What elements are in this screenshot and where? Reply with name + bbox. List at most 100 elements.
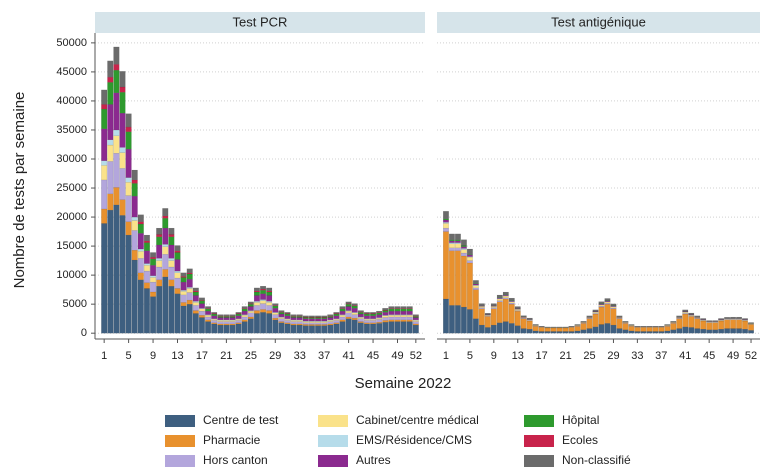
bar-segment	[278, 312, 285, 315]
bar-segment	[174, 252, 181, 260]
bar-segment	[107, 144, 114, 162]
bar-segment	[461, 239, 467, 246]
y-tick-label: 40000	[56, 95, 87, 107]
bar-segment	[604, 323, 611, 334]
bar-segment	[198, 315, 205, 318]
bar-segment	[284, 322, 291, 325]
bar-segment	[241, 316, 248, 320]
bar-segment	[748, 324, 754, 331]
bar-segment	[162, 218, 169, 229]
bar-segment	[247, 304, 254, 307]
bar-segment	[217, 317, 224, 320]
bar-segment	[162, 246, 169, 255]
bar-segment	[472, 283, 479, 286]
bar-segment	[217, 316, 224, 318]
bar-segment	[223, 314, 230, 316]
bar-segment	[706, 322, 713, 330]
bar-segment	[610, 324, 617, 334]
bar-segment	[574, 330, 581, 334]
bar-segment	[125, 131, 132, 150]
bar-segment	[646, 327, 653, 332]
bar-segment	[394, 319, 401, 322]
bar-segment	[592, 309, 599, 312]
bar-segment	[101, 223, 108, 334]
bar-segment	[400, 314, 407, 316]
bar-segment	[718, 318, 725, 320]
bar-segment	[333, 322, 340, 325]
bar-segment	[466, 260, 473, 264]
bar-segment	[478, 306, 485, 308]
bar-segment	[168, 279, 175, 287]
bar-segment	[186, 288, 193, 293]
bar-segment	[162, 276, 169, 334]
bar-segment	[260, 300, 267, 304]
bar-segment	[247, 301, 254, 304]
bar-segment	[370, 312, 377, 314]
bar-segment	[101, 128, 108, 161]
bar-segment	[538, 331, 545, 334]
bar-segment	[461, 245, 467, 247]
bar-segment	[143, 270, 150, 283]
bar-segment	[514, 310, 521, 312]
bar-segment	[327, 317, 334, 320]
bar-segment	[339, 306, 346, 309]
bar-segment	[223, 324, 230, 334]
bar-segment	[658, 331, 665, 334]
bar-segment	[290, 314, 297, 316]
y-tick-label: 35000	[56, 124, 87, 136]
bar-segment	[131, 230, 138, 251]
y-tick-label: 5000	[63, 298, 87, 310]
x-tick-label: 29	[607, 350, 619, 362]
bar-segment	[229, 324, 236, 334]
bar-segment	[253, 305, 260, 311]
bar-segment	[253, 302, 260, 306]
legend-label: Hors canton	[203, 453, 268, 467]
bar-segment	[125, 113, 132, 128]
bar-segment	[143, 250, 150, 264]
bar-segment	[296, 321, 303, 325]
bar-segment	[229, 317, 236, 320]
bar-segment	[168, 286, 175, 334]
bar-segment	[339, 319, 346, 322]
bar-segment	[253, 310, 260, 314]
bar-segment	[266, 305, 273, 311]
bar-segment	[532, 330, 539, 334]
bar-segment	[156, 227, 163, 235]
bar-segment	[260, 286, 267, 290]
bar-segment	[143, 263, 150, 266]
bar-segment	[168, 258, 175, 261]
bar-segment	[168, 234, 175, 237]
bar-segment	[682, 313, 689, 327]
bar-segment	[562, 331, 569, 334]
bar-segment	[272, 319, 279, 334]
bar-segment	[327, 323, 334, 326]
bar-segment	[688, 327, 695, 334]
bar-segment	[610, 303, 617, 306]
bar-segment	[466, 254, 473, 257]
bar-segment	[174, 272, 181, 279]
bar-segment	[266, 313, 273, 334]
bar-segment	[302, 322, 309, 325]
bar-segment	[290, 317, 297, 320]
bar-segment	[449, 250, 455, 306]
bar-segment	[339, 310, 346, 315]
x-tick-label: 49	[391, 350, 403, 362]
bar-segment	[315, 325, 322, 334]
bar-segment	[712, 329, 719, 334]
bar-segment	[229, 314, 236, 316]
bar-segment	[382, 312, 389, 316]
bar-segment	[308, 322, 315, 325]
bar-segment	[682, 312, 689, 314]
legend-swatch	[524, 415, 554, 427]
bar-segment	[718, 320, 725, 330]
bar-segment	[351, 305, 358, 309]
bar-segment	[333, 312, 340, 314]
bar-segment	[574, 324, 581, 326]
bar-segment	[472, 280, 479, 284]
bar-segment	[742, 320, 748, 330]
bar-segment	[272, 303, 279, 306]
bar-segment	[400, 310, 407, 315]
bar-segment	[284, 320, 291, 323]
bar-segment	[260, 288, 267, 291]
